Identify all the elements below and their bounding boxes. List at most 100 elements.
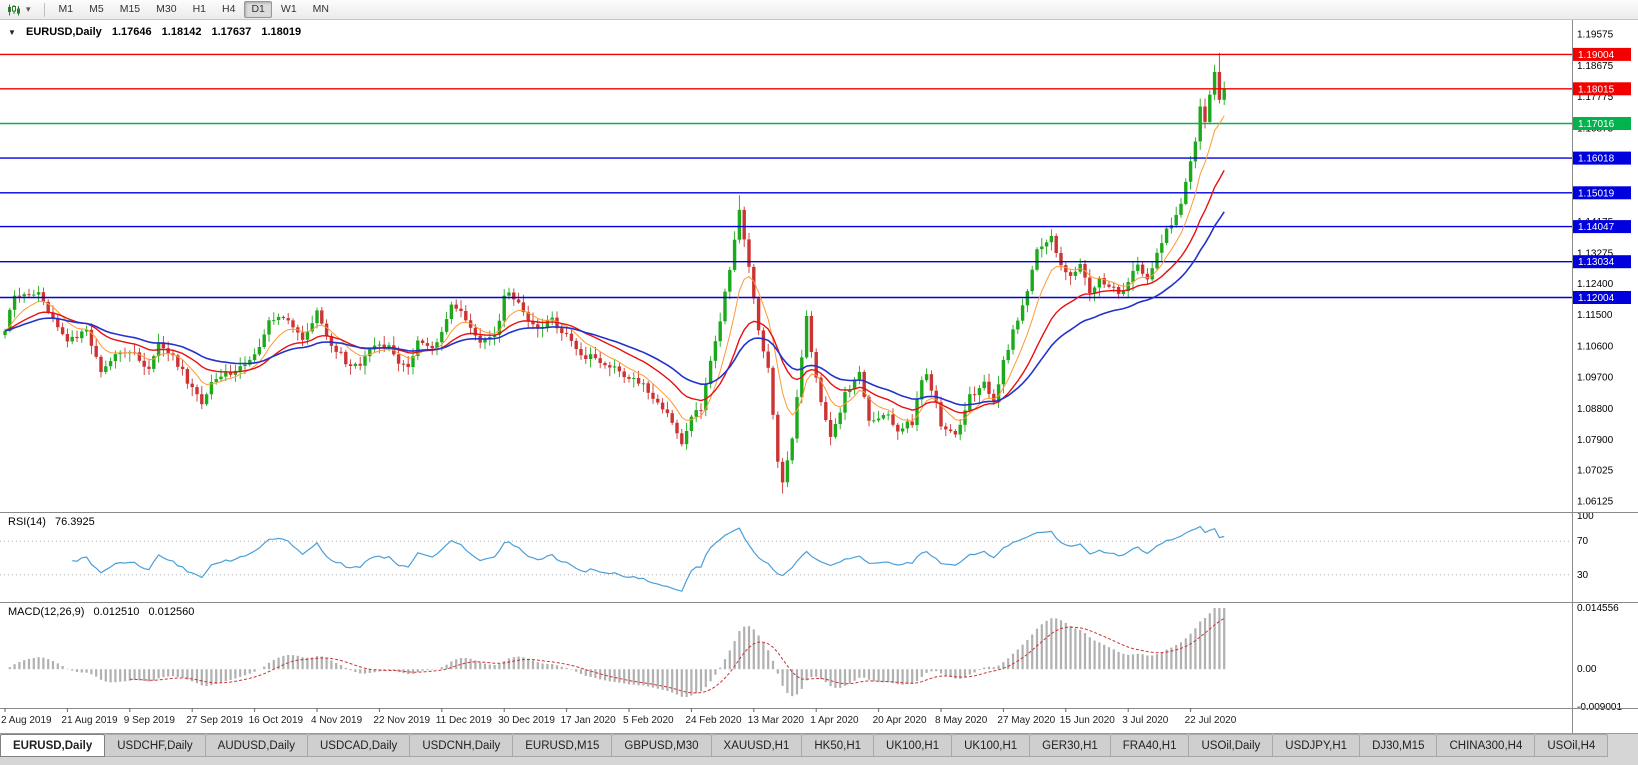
timeframe-button-m30[interactable]: M30 (156, 3, 177, 15)
tab-usdjpy-h1[interactable]: USDJPY,H1 (1273, 734, 1361, 757)
timeframe-button-m15[interactable]: M15 (119, 3, 141, 15)
svg-text:13 Mar 2020: 13 Mar 2020 (748, 715, 805, 726)
macd-indicator-label: MACD(12,26,9) 0.012510 0.012560 (8, 606, 200, 618)
rsi-name: RSI(14) (8, 516, 46, 528)
macd-signal-line (129, 617, 1225, 694)
macd-axis-labels: 0.014556 0.00 -0.009001 (1577, 603, 1622, 713)
svg-text:1.16018: 1.16018 (1578, 154, 1615, 165)
svg-text:5 Feb 2020: 5 Feb 2020 (623, 715, 674, 726)
svg-text:1.14047: 1.14047 (1578, 222, 1615, 233)
svg-text:1.07900: 1.07900 (1577, 435, 1614, 446)
timeframe-button-m5[interactable]: M5 (89, 3, 104, 15)
tab-usoil-daily[interactable]: USOil,Daily (1189, 734, 1274, 757)
svg-text:1.11500: 1.11500 (1577, 310, 1613, 321)
tab-dj30-m15[interactable]: DJ30,M15 (1360, 734, 1438, 757)
ohlc-high-value: 1.18142 (161, 26, 202, 38)
svg-text:1.18675: 1.18675 (1577, 61, 1614, 72)
svg-text:17 Jan 2020: 17 Jan 2020 (561, 715, 616, 726)
tab-fra40-h1[interactable]: FRA40,H1 (1110, 734, 1190, 757)
tab-xauusd-h1[interactable]: XAUUSD,H1 (711, 734, 803, 757)
svg-text:8 May 2020: 8 May 2020 (935, 715, 988, 726)
hline-price-tags: 1.19004 1.18015 1.17016 1.16018 1.15019 1.140… (1573, 47, 1631, 304)
svg-text:22 Nov 2019: 22 Nov 2019 (373, 715, 430, 726)
svg-text:1.06125: 1.06125 (1577, 497, 1614, 508)
svg-text:16 Oct 2019: 16 Oct 2019 (249, 715, 304, 726)
timeframe-button-h1[interactable]: H1 (192, 3, 207, 15)
toolbar: ▾ M1 M5 M15 M30 H1 H4 D1 W1 MN (0, 0, 1638, 20)
tab-gbpusd-m30[interactable]: GBPUSD,M30 (612, 734, 712, 757)
timeframe-button-h4[interactable]: H4 (222, 3, 236, 15)
svg-text:30 Dec 2019: 30 Dec 2019 (498, 715, 555, 726)
chart-title: ▼ EURUSD,Daily 1.17646 1.18142 1.17637 1… (8, 26, 308, 38)
svg-text:2 Aug 2019: 2 Aug 2019 (1, 715, 52, 726)
timeframe-button-d1[interactable]: D1 (244, 1, 272, 18)
svg-text:21 Aug 2019: 21 Aug 2019 (61, 715, 118, 726)
ohlc-open-value: 1.17646 (111, 26, 152, 38)
tab-usoil-h4[interactable]: USOil,H4 (1535, 734, 1609, 757)
chart-type-icon[interactable] (5, 3, 23, 17)
chart-collapse-icon[interactable]: ▼ (8, 28, 16, 37)
timeframe-button-w1[interactable]: W1 (280, 3, 297, 15)
dropdown-arrow-icon[interactable]: ▾ (26, 4, 31, 14)
rsi-indicator-label: RSI(14) 76.3925 (8, 516, 101, 528)
svg-text:1.19575: 1.19575 (1577, 30, 1614, 41)
ohlc-close-value: 1.18019 (261, 26, 302, 38)
tab-eurusd-m15[interactable]: EURUSD,M15 (513, 734, 613, 757)
tab-uk100-h1[interactable]: UK100,H1 (952, 734, 1031, 757)
chart-canvas[interactable]: 1.195751.186751.177751.168751.159751.150… (0, 20, 1638, 733)
timeframe-button-group: M1 M5 M15 M30 H1 H4 D1 W1 MN (52, 1, 336, 18)
macd-name: MACD(12,26,9) (8, 606, 85, 618)
svg-text:-0.009001: -0.009001 (1577, 702, 1622, 713)
tab-usdchf-daily[interactable]: USDCHF,Daily (105, 734, 206, 757)
macd-main-value: 0.012510 (93, 606, 140, 618)
svg-text:1.13034: 1.13034 (1578, 257, 1615, 268)
svg-text:1.12400: 1.12400 (1577, 279, 1614, 290)
rsi-line (72, 525, 1225, 592)
svg-text:20 Apr 2020: 20 Apr 2020 (873, 715, 927, 726)
rsi-value: 76.3925 (54, 516, 95, 528)
svg-text:0.00: 0.00 (1577, 664, 1597, 675)
svg-text:30: 30 (1577, 570, 1589, 581)
svg-text:70: 70 (1577, 536, 1589, 547)
svg-text:1.17775: 1.17775 (1577, 92, 1614, 103)
macd-histogram (8, 608, 1226, 697)
tab-usdcnh-daily[interactable]: USDCNH,Daily (410, 734, 514, 757)
svg-text:1.17016: 1.17016 (1578, 119, 1615, 130)
panel-separators (0, 20, 1638, 733)
hlines-layer (0, 53, 1572, 299)
svg-text:9 Sep 2019: 9 Sep 2019 (124, 715, 176, 726)
tab-audusd-daily[interactable]: AUDUSD,Daily (205, 734, 308, 757)
candles-layer (3, 52, 1226, 494)
toolbar-separator (43, 2, 45, 17)
svg-text:11 Dec 2019: 11 Dec 2019 (436, 715, 492, 726)
svg-text:1 Apr 2020: 1 Apr 2020 (810, 715, 859, 726)
svg-text:1.07025: 1.07025 (1577, 465, 1614, 476)
svg-text:27 Sep 2019: 27 Sep 2019 (186, 715, 243, 726)
tab-eurusd-daily[interactable]: EURUSD,Daily (0, 734, 106, 757)
svg-text:1.12004: 1.12004 (1578, 293, 1615, 304)
rsi-levels: 100 70 30 (0, 511, 1594, 581)
macd-signal-value: 0.012560 (148, 606, 195, 618)
chart-area: 1.195751.186751.177751.168751.159751.150… (0, 20, 1638, 733)
chart-symbol-label: EURUSD,Daily (25, 26, 102, 38)
svg-text:100: 100 (1577, 511, 1594, 522)
svg-text:27 May 2020: 27 May 2020 (997, 715, 1055, 726)
svg-text:3 Jul 2020: 3 Jul 2020 (1122, 715, 1169, 726)
tab-china300-h4[interactable]: CHINA300,H4 (1437, 734, 1536, 757)
ma-medium-line (4, 169, 1225, 414)
ma-fast-line (4, 115, 1225, 422)
date-axis: 2 Aug 2019 21 Aug 2019 9 Sep 2019 27 Sep 20… (1, 708, 1237, 726)
svg-text:24 Feb 2020: 24 Feb 2020 (685, 715, 742, 726)
timeframe-button-mn[interactable]: MN (312, 3, 329, 15)
svg-text:4 Nov 2019: 4 Nov 2019 (311, 715, 363, 726)
svg-text:1.15019: 1.15019 (1578, 188, 1615, 199)
tab-hk50-h1[interactable]: HK50,H1 (802, 734, 875, 757)
timeframe-button-m1[interactable]: M1 (58, 3, 74, 15)
tab-usdcad-daily[interactable]: USDCAD,Daily (307, 734, 411, 757)
ma-slow-line (4, 211, 1225, 406)
tab-uk100-h1[interactable]: UK100,H1 (874, 734, 953, 757)
svg-text:1.08800: 1.08800 (1577, 404, 1614, 415)
chart-tab-bar: EURUSD,Daily USDCHF,Daily AUDUSD,Daily USDC… (0, 733, 1638, 765)
tab-ger30-h1[interactable]: GER30,H1 (1030, 734, 1111, 757)
ohlc-low-value: 1.17637 (211, 26, 252, 38)
